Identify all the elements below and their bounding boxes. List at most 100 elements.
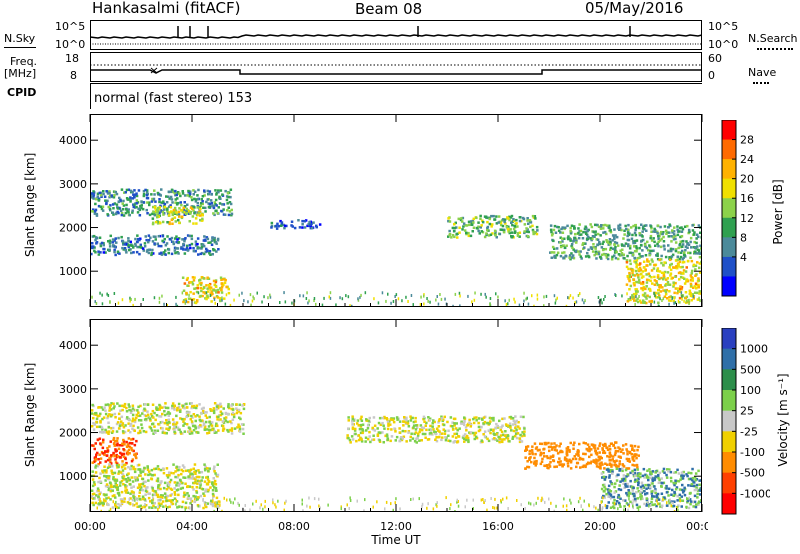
data-cell xyxy=(252,502,254,506)
data-cell xyxy=(575,453,578,456)
data-cell xyxy=(569,226,572,230)
data-cell xyxy=(613,251,617,254)
data-cell xyxy=(195,489,198,493)
data-cell xyxy=(138,245,141,249)
nsearch-label: N.Search xyxy=(748,32,798,45)
data-cell xyxy=(627,467,631,470)
data-cell xyxy=(283,224,287,228)
data-cell xyxy=(645,497,649,500)
data-cell xyxy=(129,196,132,199)
data-cell xyxy=(666,271,670,274)
data-cell xyxy=(159,504,162,507)
data-cell xyxy=(386,434,389,438)
data-cell xyxy=(201,276,204,279)
data-cell xyxy=(153,411,156,415)
data-cell xyxy=(518,235,521,238)
data-cell xyxy=(173,246,177,250)
data-cell xyxy=(121,473,125,477)
data-cell xyxy=(668,223,671,226)
freq-panel xyxy=(90,52,702,82)
data-cell xyxy=(601,463,604,466)
data-cell xyxy=(689,484,693,487)
data-cell xyxy=(581,298,584,302)
data-cell xyxy=(608,224,611,227)
data-cell xyxy=(563,497,565,501)
data-cell xyxy=(129,296,131,300)
x-tick-label: 20:00 xyxy=(584,520,616,533)
data-cell xyxy=(559,449,563,453)
data-cell xyxy=(695,488,698,491)
data-cell xyxy=(158,296,161,300)
data-cell xyxy=(562,463,566,466)
data-cell xyxy=(631,492,635,496)
data-cell xyxy=(190,242,194,246)
data-cell xyxy=(230,208,233,212)
data-cell xyxy=(244,509,246,512)
data-cell xyxy=(93,456,97,460)
data-cell xyxy=(177,484,181,487)
data-cell xyxy=(692,297,695,300)
data-cell xyxy=(173,493,177,496)
data-cell xyxy=(381,431,384,434)
data-cell xyxy=(578,458,581,461)
data-cell xyxy=(363,509,365,512)
data-cell xyxy=(504,430,507,433)
data-cell xyxy=(518,438,522,442)
data-cell xyxy=(627,508,629,512)
data-cell xyxy=(689,256,692,259)
data-cell xyxy=(94,457,98,461)
data-cell xyxy=(137,405,140,409)
data-cell xyxy=(166,421,169,425)
freq-unit-label: [MHz] xyxy=(4,67,37,80)
data-cell xyxy=(153,429,157,432)
data-cell xyxy=(613,506,616,510)
data-cell xyxy=(180,245,183,249)
data-cell xyxy=(189,418,192,421)
data-cell xyxy=(484,499,486,502)
data-cell xyxy=(220,285,224,289)
data-cell xyxy=(176,476,179,479)
data-cell xyxy=(461,228,464,231)
data-cell xyxy=(572,443,575,447)
data-cell xyxy=(687,484,690,487)
data-cell xyxy=(670,249,673,253)
data-cell xyxy=(359,423,363,427)
data-cell xyxy=(162,208,166,211)
data-cell xyxy=(513,434,517,438)
data-cell xyxy=(623,505,626,508)
data-cell xyxy=(612,235,616,239)
data-cell xyxy=(98,502,102,505)
data-cell xyxy=(128,445,132,449)
data-cell xyxy=(146,413,150,417)
data-cell xyxy=(109,234,112,238)
data-cell xyxy=(648,245,652,249)
data-cell xyxy=(627,489,630,492)
data-cell xyxy=(233,427,237,430)
data-cell xyxy=(513,420,517,424)
data-cell xyxy=(210,193,213,196)
data-cell xyxy=(131,480,135,483)
data-cell xyxy=(666,468,669,471)
data-cell xyxy=(617,465,620,468)
data-cell xyxy=(135,250,139,254)
data-cell xyxy=(160,253,164,256)
data-cell xyxy=(112,436,116,440)
data-cell xyxy=(96,195,99,198)
data-cell xyxy=(153,189,156,192)
data-cell xyxy=(151,409,155,413)
data-cell xyxy=(645,246,649,250)
data-cell xyxy=(653,477,657,480)
data-cell xyxy=(690,269,694,273)
data-cell xyxy=(481,220,485,224)
data-cell xyxy=(153,493,156,496)
data-cell xyxy=(484,292,486,296)
data-cell xyxy=(627,243,630,246)
data-cell xyxy=(644,287,647,291)
data-cell xyxy=(125,410,129,413)
data-cell xyxy=(222,208,225,211)
data-cell xyxy=(130,409,133,412)
data-cell xyxy=(594,245,597,249)
data-cell xyxy=(578,223,581,226)
data-cell xyxy=(555,298,557,302)
data-cell xyxy=(182,208,185,211)
